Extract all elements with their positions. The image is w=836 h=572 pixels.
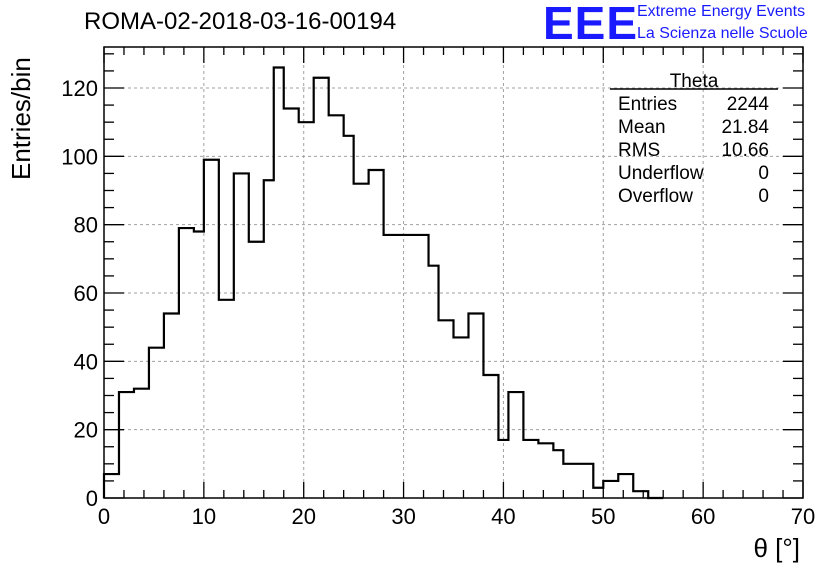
axes [103, 46, 804, 499]
y-tick-label: 40 [74, 349, 98, 374]
stats-rms-label: RMS [618, 140, 660, 161]
eee-logo: EEE [543, 0, 639, 49]
y-axis-title: Entries/bin [6, 57, 36, 180]
x-tick-label: 20 [291, 504, 315, 529]
stats-entries-value: 2244 [727, 94, 770, 115]
stats-underflow-label: Underflow [618, 163, 704, 184]
stats-title: Theta [670, 71, 719, 92]
histogram-outline [102, 66, 664, 500]
stats-entries-label: Entries [618, 94, 677, 115]
grid-lines [104, 47, 803, 498]
y-tick-label: 80 [74, 213, 98, 238]
stats-mean-label: Mean [618, 117, 666, 138]
y-tick-label: 20 [74, 418, 98, 443]
stats-mean-value: 21.84 [721, 117, 769, 138]
tick-labels: 0 10 20 30 40 50 60 70 0 20 40 60 80 100 120 [61, 76, 815, 529]
stats-overflow-label: Overflow [618, 186, 693, 207]
y-tick-label: 0 [86, 486, 98, 511]
plot-frame [103, 46, 804, 499]
x-tick-label: 60 [691, 504, 715, 529]
statistics-box: Theta Entries 2244 Mean 21.84 RMS 10.66 … [610, 71, 778, 207]
x-tick-label: 30 [391, 504, 415, 529]
stats-underflow-value: 0 [758, 163, 769, 184]
x-tick-label: 50 [591, 504, 615, 529]
y-tick-label: 120 [61, 76, 98, 101]
x-tick-label: 40 [491, 504, 515, 529]
stats-overflow-value: 0 [758, 186, 769, 207]
x-tick-label: 0 [98, 504, 110, 529]
y-tick-label: 100 [61, 144, 98, 169]
chart-title: ROMA-02-2018-03-16-00194 [84, 8, 397, 35]
x-axis-title: θ [°] [753, 533, 800, 563]
logo-caption-line1: Extreme Energy Events [637, 3, 806, 20]
y-tick-label: 60 [74, 281, 98, 306]
x-tick-label: 10 [192, 504, 216, 529]
stats-rms-value: 10.66 [721, 140, 769, 161]
logo-caption-line2: La Scienza nelle Scuole [637, 25, 808, 42]
x-tick-label: 70 [791, 504, 815, 529]
